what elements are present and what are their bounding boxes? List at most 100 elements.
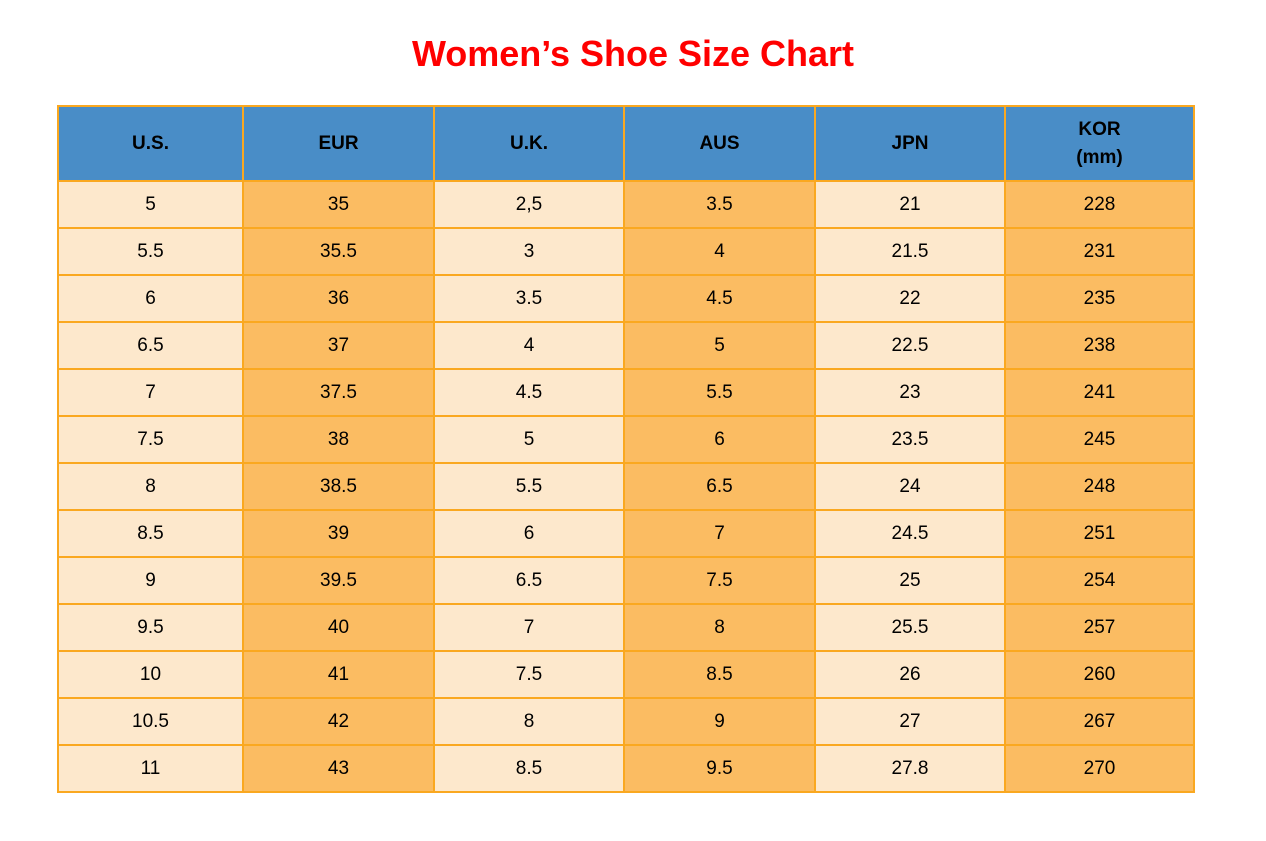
header-cell-kor: KOR (mm) [1004,105,1195,182]
table-cell: 38 [242,415,435,464]
table-cell: 10 [57,650,244,699]
table-cell: 8 [623,603,816,652]
table-cell: 4 [433,321,625,370]
header-row: U.S. EUR U.K. AUS JPN KOR (mm) [57,105,1195,182]
table-cell: 3.5 [623,180,816,229]
table-cell: 41 [242,650,435,699]
header-cell-aus: AUS [623,105,816,182]
table-cell: 8 [433,697,625,746]
table-cell: 3.5 [433,274,625,323]
table-cell: 5.5 [623,368,816,417]
table-row: 11 43 8.5 9.5 27.8 270 [57,744,1195,793]
table-cell: 248 [1004,462,1195,511]
shoe-size-table: U.S. EUR U.K. AUS JPN KOR (mm) 5 35 2,5 3.5… [57,105,1195,793]
table-row: 10.5 42 8 9 27 267 [57,697,1195,746]
kor-header-line2: (mm) [1076,146,1123,168]
table-cell: 39.5 [242,556,435,605]
table-cell: 21.5 [814,227,1006,276]
table-cell: 36 [242,274,435,323]
table-cell: 26 [814,650,1006,699]
table-row: 7 37.5 4.5 5.5 23 241 [57,368,1195,417]
table-cell: 8 [57,462,244,511]
table-cell: 5.5 [433,462,625,511]
table-cell: 27 [814,697,1006,746]
table-cell: 6.5 [623,462,816,511]
table-cell: 39 [242,509,435,558]
table-cell: 8.5 [57,509,244,558]
table-cell: 35.5 [242,227,435,276]
table-cell: 7 [623,509,816,558]
table-cell: 238 [1004,321,1195,370]
header-cell-eur: EUR [242,105,435,182]
table-row: 6.5 37 4 5 22.5 238 [57,321,1195,370]
table-row: 10 41 7.5 8.5 26 260 [57,650,1195,699]
table-cell: 8.5 [623,650,816,699]
table-cell: 7.5 [433,650,625,699]
table-cell: 4.5 [623,274,816,323]
table-cell: 231 [1004,227,1195,276]
page-title: Women’s Shoe Size Chart [411,33,855,74]
table-cell: 37.5 [242,368,435,417]
table-cell: 228 [1004,180,1195,229]
table-cell: 40 [242,603,435,652]
table-row: 5 35 2,5 3.5 21 228 [57,180,1195,229]
table-cell: 5 [623,321,816,370]
table-cell: 245 [1004,415,1195,464]
table-cell: 11 [57,744,244,793]
table-cell: 22.5 [814,321,1006,370]
table-cell: 43 [242,744,435,793]
table-cell: 24 [814,462,1006,511]
table-row: 9 39.5 6.5 7.5 25 254 [57,556,1195,605]
table-cell: 23.5 [814,415,1006,464]
table-cell: 254 [1004,556,1195,605]
table-cell: 270 [1004,744,1195,793]
table-cell: 38.5 [242,462,435,511]
table-cell: 235 [1004,274,1195,323]
table-cell: 24.5 [814,509,1006,558]
table-cell: 6 [433,509,625,558]
table-cell: 6.5 [433,556,625,605]
size-table-body: 5 35 2,5 3.5 21 228 5.5 35.5 3 4 21.5 231 6 36 3.5 4.5 2… [57,180,1195,793]
table-cell: 42 [242,697,435,746]
table-cell: 25.5 [814,603,1006,652]
kor-header-line1: KOR [1078,118,1121,140]
table-cell: 7 [433,603,625,652]
table-cell: 35 [242,180,435,229]
table-cell: 8.5 [433,744,625,793]
table-cell: 3 [433,227,625,276]
table-cell: 25 [814,556,1006,605]
table-cell: 5 [57,180,244,229]
table-cell: 257 [1004,603,1195,652]
table-cell: 5 [433,415,625,464]
table-row: 6 36 3.5 4.5 22 235 [57,274,1195,323]
table-cell: 10.5 [57,697,244,746]
table-row: 7.5 38 5 6 23.5 245 [57,415,1195,464]
table-row: 8 38.5 5.5 6.5 24 248 [57,462,1195,511]
table-cell: 7 [57,368,244,417]
table-cell: 6.5 [57,321,244,370]
header-cell-us: U.S. [57,105,244,182]
table-cell: 260 [1004,650,1195,699]
table-cell: 6 [57,274,244,323]
table-cell: 37 [242,321,435,370]
table-cell: 9 [57,556,244,605]
table-cell: 4 [623,227,816,276]
table-cell: 2,5 [433,180,625,229]
table-cell: 7.5 [57,415,244,464]
table-cell: 9.5 [623,744,816,793]
table-cell: 27.8 [814,744,1006,793]
table-cell: 22 [814,274,1006,323]
table-cell: 9.5 [57,603,244,652]
table-cell: 6 [623,415,816,464]
table-row: 8.5 39 6 7 24.5 251 [57,509,1195,558]
table-row: 5.5 35.5 3 4 21.5 231 [57,227,1195,276]
table-header: U.S. EUR U.K. AUS JPN KOR (mm) [57,105,1195,182]
table-cell: 4.5 [433,368,625,417]
table-cell: 251 [1004,509,1195,558]
table-cell: 21 [814,180,1006,229]
table-cell: 267 [1004,697,1195,746]
table-row: 9.5 40 7 8 25.5 257 [57,603,1195,652]
table-cell: 5.5 [57,227,244,276]
header-cell-uk: U.K. [433,105,625,182]
